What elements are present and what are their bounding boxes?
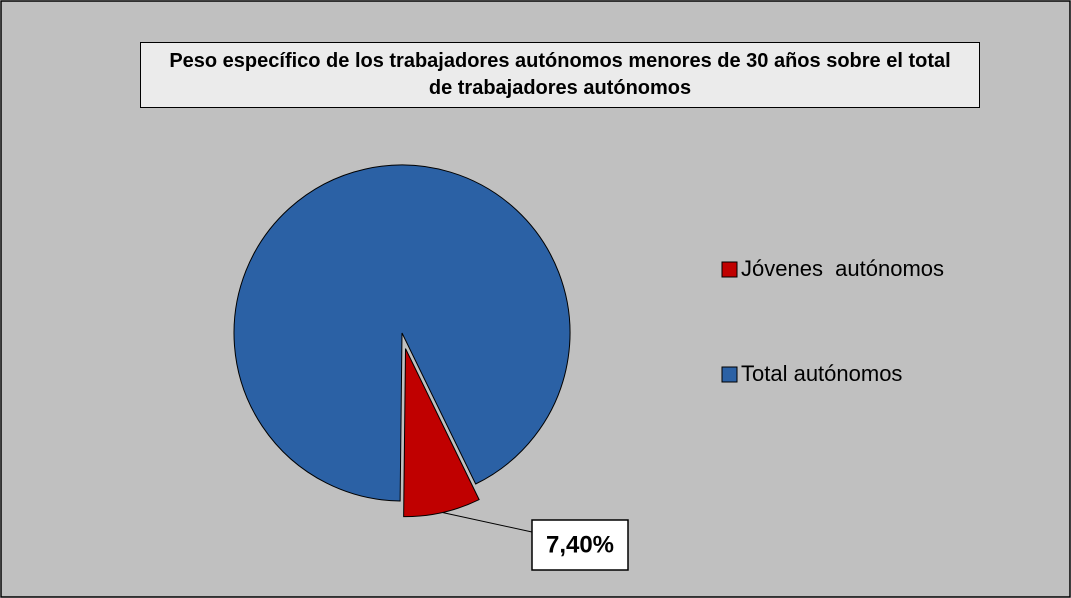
chart-title: Peso específico de los trabajadores autó… [140,42,980,108]
legend-swatch [721,261,738,278]
pie-slice [233,164,571,502]
legend-label: Jóvenes autónomos [741,256,944,281]
data-label: 7,40% [546,531,614,558]
legend-swatch [721,366,738,383]
leader-line [442,512,533,533]
pie-slice [403,348,480,518]
legend-label: Total autónomos [741,361,902,386]
data-label-box [531,519,629,571]
